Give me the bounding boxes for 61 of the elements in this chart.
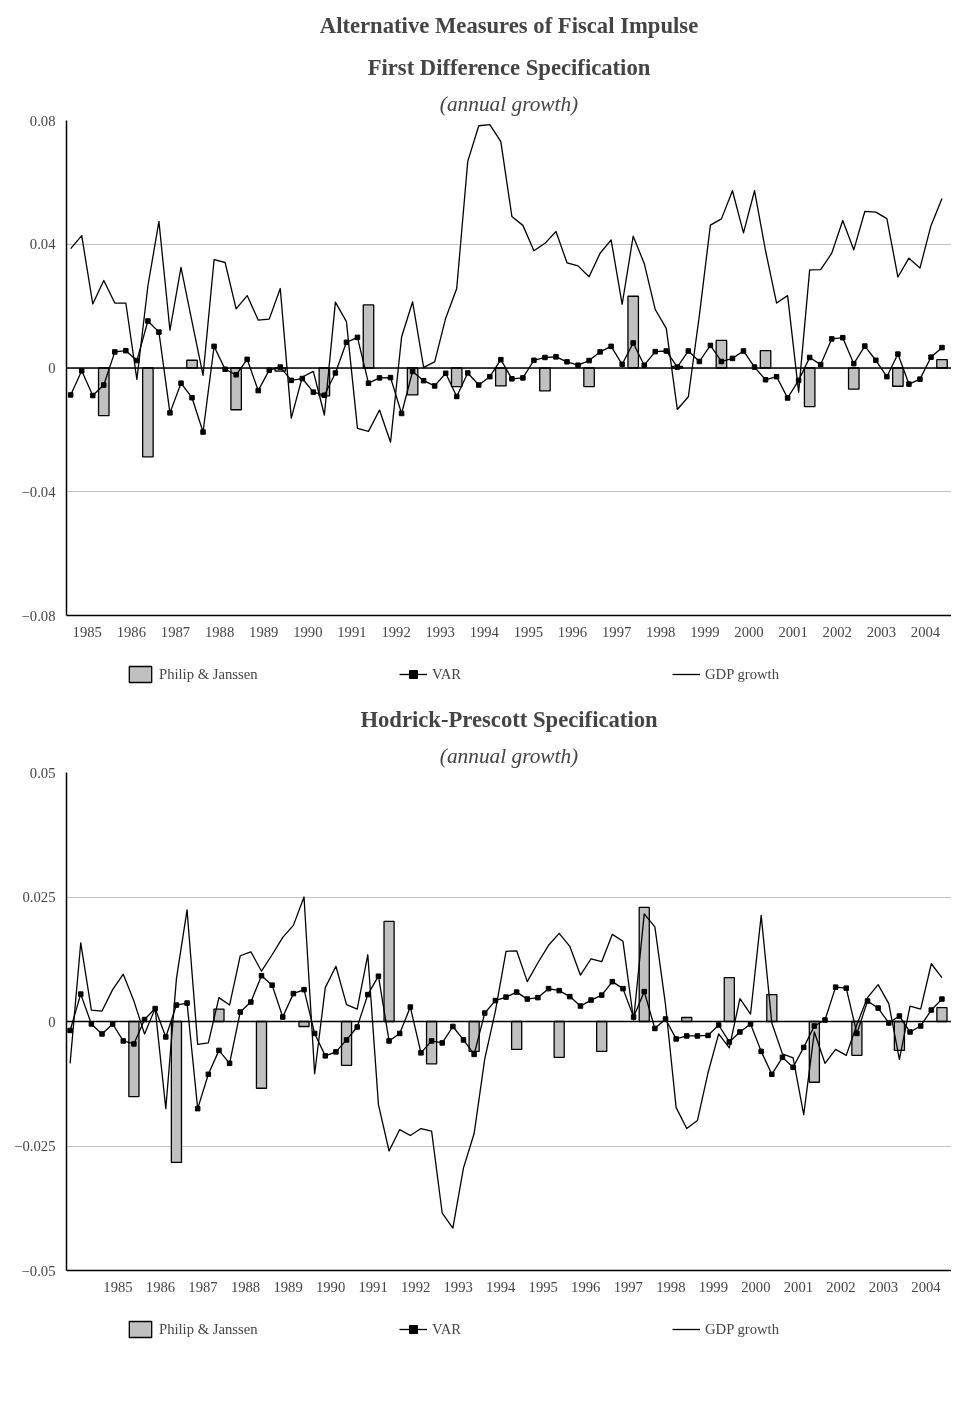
y-tick-label: 0.025 (22, 889, 56, 905)
x-tick-label: 1990 (315, 1278, 346, 1295)
x-tick-label: 1989 (273, 1278, 303, 1295)
y-tick-label: 0.04 (29, 236, 57, 253)
x-tick-label: 2004 (910, 623, 941, 640)
x-tick-label: 2000 (734, 623, 764, 640)
x-tick-label: 1985 (72, 623, 102, 640)
legend-label: GDP growth (705, 1320, 780, 1338)
y-tick-label: 0 (48, 360, 56, 376)
chart-subtitle: (annual growth) (439, 91, 579, 116)
x-tick-label: 1988 (204, 623, 235, 640)
chart-title: First Difference Specification (367, 54, 651, 80)
x-tick-label: 1996 (571, 1278, 601, 1295)
x-tick-label: 1993 (443, 1278, 473, 1295)
x-tick-label: 1992 (381, 623, 411, 640)
y-tick-label: 0.08 (29, 112, 56, 129)
x-tick-label: 1999 (690, 623, 720, 640)
legend-label: GDP growth (705, 665, 780, 683)
x-tick-label: 1998 (646, 623, 676, 640)
x-tick-label: 1986 (145, 1278, 176, 1295)
x-tick-label: 1989 (249, 623, 279, 640)
y-tick-label: −0.08 (21, 607, 56, 624)
text: Alternative Measures of Fiscal Impulse (319, 12, 699, 38)
x-tick-label: 1992 (401, 1278, 431, 1295)
y-tick-label: −0.025 (14, 1138, 56, 1154)
legend-label: VAR (432, 1320, 463, 1338)
x-tick-label: 1991 (337, 623, 367, 640)
x-tick-label: 2003 (866, 623, 897, 640)
x-tick-label: 1985 (103, 1278, 133, 1295)
x-tick-label: 2002 (826, 1278, 856, 1295)
x-tick-label: 1986 (116, 623, 147, 640)
x-tick-label: 1994 (469, 623, 500, 640)
x-tick-label: 1994 (486, 1278, 517, 1295)
x-tick-label: 1987 (188, 1278, 218, 1295)
x-tick-label: 1997 (601, 623, 632, 640)
y-tick-label: 0 (48, 1013, 56, 1030)
x-tick-label: 1990 (293, 623, 323, 640)
chart-subtitle: (annual growth) (439, 743, 579, 768)
x-tick-label: 2000 (741, 1278, 771, 1295)
x-tick-label: 1996 (557, 623, 588, 640)
legend-label: Philip & Janssen (159, 665, 259, 683)
x-tick-label: 1995 (513, 623, 544, 640)
legend-label: Philip & Janssen (159, 1320, 259, 1338)
x-tick-label: 2003 (868, 1278, 899, 1295)
x-tick-label: 1987 (160, 623, 191, 640)
chart-title: Hodrick-Prescott Specification (360, 706, 658, 732)
x-tick-label: 1997 (613, 1278, 643, 1295)
x-tick-label: 1998 (656, 1278, 686, 1295)
x-tick-label: 2004 (911, 1278, 942, 1295)
y-tick-label: −0.05 (21, 1262, 56, 1279)
x-tick-label: 1991 (358, 1278, 388, 1295)
x-tick-label: 1999 (698, 1278, 728, 1295)
x-tick-label: 1993 (425, 623, 455, 640)
y-tick-label: 0.05 (29, 764, 56, 781)
x-tick-label: 2001 (783, 1278, 814, 1295)
legend-label: VAR (432, 665, 463, 683)
x-tick-label: 2001 (778, 623, 808, 640)
y-tick-label: −0.04 (21, 483, 57, 500)
x-tick-label: 2002 (822, 623, 852, 640)
x-tick-label: 1995 (528, 1278, 558, 1295)
x-tick-label: 1988 (230, 1278, 261, 1295)
